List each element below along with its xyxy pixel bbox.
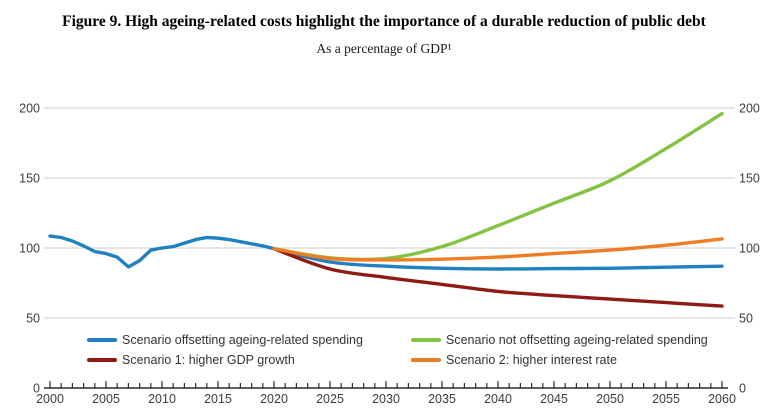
x-tick-label: 2000	[36, 392, 64, 406]
legend-label: Scenario 1: higher GDP growth	[122, 353, 295, 367]
legend-label: Scenario 2: higher interest rate	[446, 353, 617, 367]
x-tick-label: 2050	[596, 392, 624, 406]
legend-item: Scenario offsetting ageing-related spend…	[87, 332, 363, 348]
x-tick-label: 2035	[428, 392, 456, 406]
series-line-scenario-not-offsetting-ageing-related-spending	[272, 111, 724, 262]
legend-label: Scenario offsetting ageing-related spend…	[122, 333, 363, 347]
y-tick-label-right: 150	[739, 172, 760, 186]
x-tick-label: 2015	[204, 392, 232, 406]
y-tick-label-right: 50	[739, 312, 753, 326]
x-tick-label: 2060	[708, 392, 736, 406]
x-tick-label: 2010	[148, 392, 176, 406]
y-tick-label-right: 0	[739, 382, 746, 396]
y-tick-label-left: 200	[19, 102, 40, 116]
x-tick-label: 2040	[484, 392, 512, 406]
y-tick-label-left: 100	[19, 242, 40, 256]
x-tick-label: 2030	[372, 392, 400, 406]
y-tick-label-left: 150	[19, 172, 40, 186]
x-tick-label: 2045	[540, 392, 568, 406]
series-line-historical-public-debt	[48, 234, 276, 269]
legend-item: Scenario not offsetting ageing-related s…	[411, 332, 708, 348]
series-line-scenario-2-higher-interest-rate	[272, 237, 724, 262]
x-tick-label: 2020	[260, 392, 288, 406]
chart-header: Figure 9. High ageing-related costs high…	[0, 12, 768, 57]
legend-swatch-dark-red-line	[87, 358, 117, 362]
x-tick-label: 2055	[652, 392, 680, 406]
legend-item: Scenario 2: higher interest rate	[411, 352, 617, 368]
x-tick-label: 2025	[316, 392, 344, 406]
y-tick-label-right: 200	[739, 102, 760, 116]
y-tick-label-left: 0	[33, 382, 40, 396]
chart-title: Figure 9. High ageing-related costs high…	[62, 13, 706, 30]
x-tick-label: 2005	[92, 392, 120, 406]
legend-item: Scenario 1: higher GDP growth	[87, 352, 295, 368]
y-tick-label-right: 100	[739, 242, 760, 256]
legend-label: Scenario not offsetting ageing-related s…	[446, 333, 708, 347]
legend-swatch-green-line	[411, 338, 441, 342]
series-line-scenario-offsetting-ageing-related-spending	[272, 247, 724, 271]
y-tick-label-left: 50	[26, 312, 40, 326]
legend-swatch-orange-line	[411, 358, 441, 362]
series-line-scenario-1-higher-gdp-growth	[272, 247, 724, 308]
chart-subtitle: As a percentage of GDP¹	[316, 40, 452, 56]
legend-swatch-blue-line	[87, 338, 117, 342]
